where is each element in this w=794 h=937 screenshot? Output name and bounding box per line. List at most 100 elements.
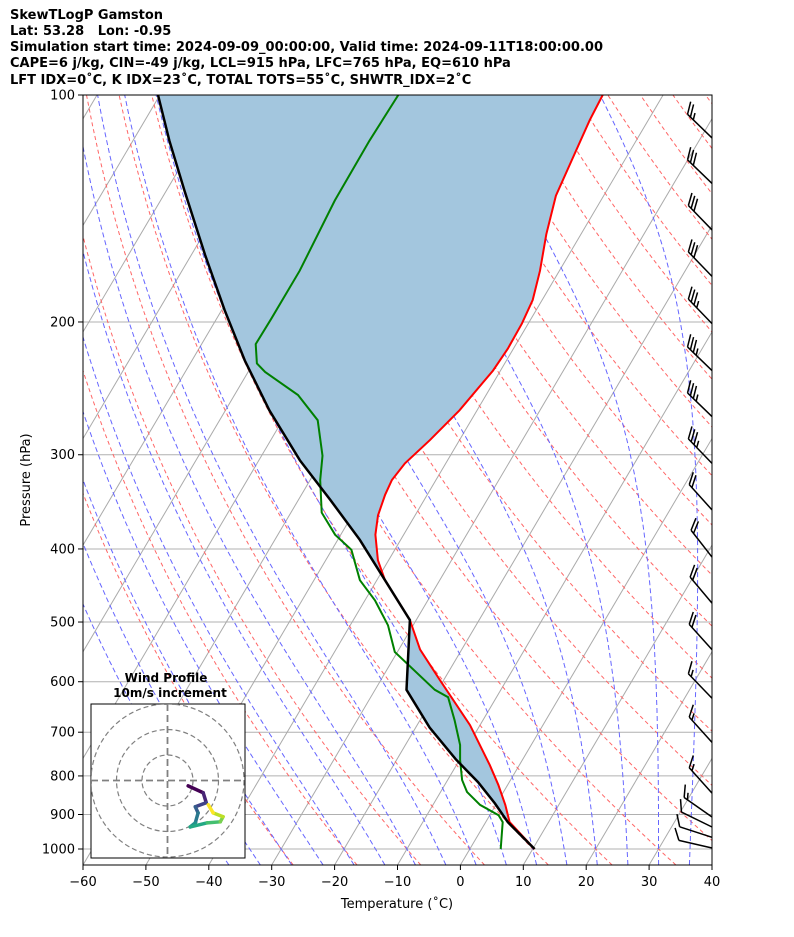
profile-lines [156,95,604,850]
barb-staff [688,767,713,794]
barb-full [690,242,696,256]
y-tick-label: 900 [50,808,75,823]
moist-adiabat [83,478,293,865]
barb-full [688,755,694,769]
barb-full [676,813,681,827]
dry-adiabat [86,95,485,865]
wind-barb [688,472,713,511]
y-tick-label: 1000 [42,843,75,858]
moist-adiabat [83,335,355,865]
moist-adiabat [599,95,699,865]
wind-barb [674,827,713,849]
barb-staff [681,811,713,828]
barb-full [686,101,692,115]
moist-adiabat [83,410,324,865]
x-tick-label: −40 [195,875,222,890]
isotherm-gridline [271,117,712,865]
barb-full [691,614,697,628]
moist-adiabat [470,95,660,865]
wind-barbs [674,101,713,849]
barb-half [692,112,696,121]
dry-adiabat [346,95,712,627]
moist-adiabat [752,95,794,865]
y-tick-label: 100 [50,89,75,104]
isotherm-gridline [648,757,712,865]
dry-adiabat [738,95,794,865]
wind-profile-inset: Wind Profile 10m/s increment [90,671,246,859]
dry-adiabat [639,95,712,195]
barb-full [692,521,700,534]
barb-staff [687,438,713,464]
chart-title: SkewTLogP Gamston [10,8,164,23]
x-tick-label: 0 [456,875,464,890]
y-tick-label: 300 [50,448,75,463]
barb-full [690,289,696,303]
barb-full [689,104,695,118]
isotherm-gridline [585,650,712,865]
isotherm-gridline [711,864,712,865]
barb-full [692,567,698,581]
barb-full [686,380,692,394]
barb-staff [687,346,713,372]
isotherm-gridline [83,95,161,227]
barb-full [688,472,694,485]
x-tick-label: −20 [321,875,348,890]
dry-adiabat [83,492,294,865]
wind-barb [690,517,713,558]
y-tick-label: 600 [50,675,75,690]
x-tick-label: 10 [515,875,532,890]
isotherm-gridline [83,95,224,333]
barb-half [695,440,700,448]
convective-indices-label: CAPE=6 j/kg, CIN=-49 j/kg, LCL=915 hPa, … [10,56,511,71]
hodograph-title: Wind Profile [125,671,208,685]
barb-half [691,763,695,772]
dewpoint-line [254,95,504,850]
barb-staff [688,484,713,511]
isotherm-gridline [83,95,98,120]
y-tick-label: 200 [50,315,75,330]
dry-adiabat [574,95,712,287]
wind-barb [686,101,713,139]
barb-staff [687,113,713,139]
barb-staff [688,716,713,743]
x-tick-label: 30 [641,875,658,890]
moist-adiabat [371,95,629,865]
moist-adiabat [97,95,447,865]
barb-full [689,382,695,396]
barb-half [690,669,694,677]
wind-barb [686,380,713,418]
barb-full [688,611,694,625]
wind-barb [688,704,713,743]
hodograph-segment [186,784,205,795]
wind-barb [687,286,713,325]
barb-full [688,704,694,718]
barb-full [689,336,695,350]
hodograph-segment [193,800,209,809]
wind-barb [686,334,713,372]
barb-full [692,339,698,353]
barb-full [692,385,698,399]
barb-full [686,334,692,348]
x-tick-label: −60 [69,875,96,890]
dry-adiabat [705,95,712,105]
dry-adiabat [118,95,549,865]
axes: −60 −50 −40 −30 −20 −10 0 10 20 30 40 100 200 300 400 5… [42,89,720,891]
isotherm-gridline [208,95,664,865]
barb-full [686,147,692,160]
barb-staff [687,159,713,184]
barb-half [695,300,700,308]
barb-full [689,149,695,163]
wind-barb [679,799,713,828]
wind-barb [686,147,713,184]
isotherm-gridline [334,224,712,865]
barb-full [687,426,693,440]
barb-staff [687,673,713,699]
barb-staff [687,204,713,231]
wind-barb [687,239,713,277]
moist-adiabat [83,144,416,865]
wind-barb [687,426,713,464]
barb-full [687,661,693,674]
y-tick-label: 700 [50,726,75,741]
barb-full [692,152,698,166]
barb-full [691,474,697,488]
